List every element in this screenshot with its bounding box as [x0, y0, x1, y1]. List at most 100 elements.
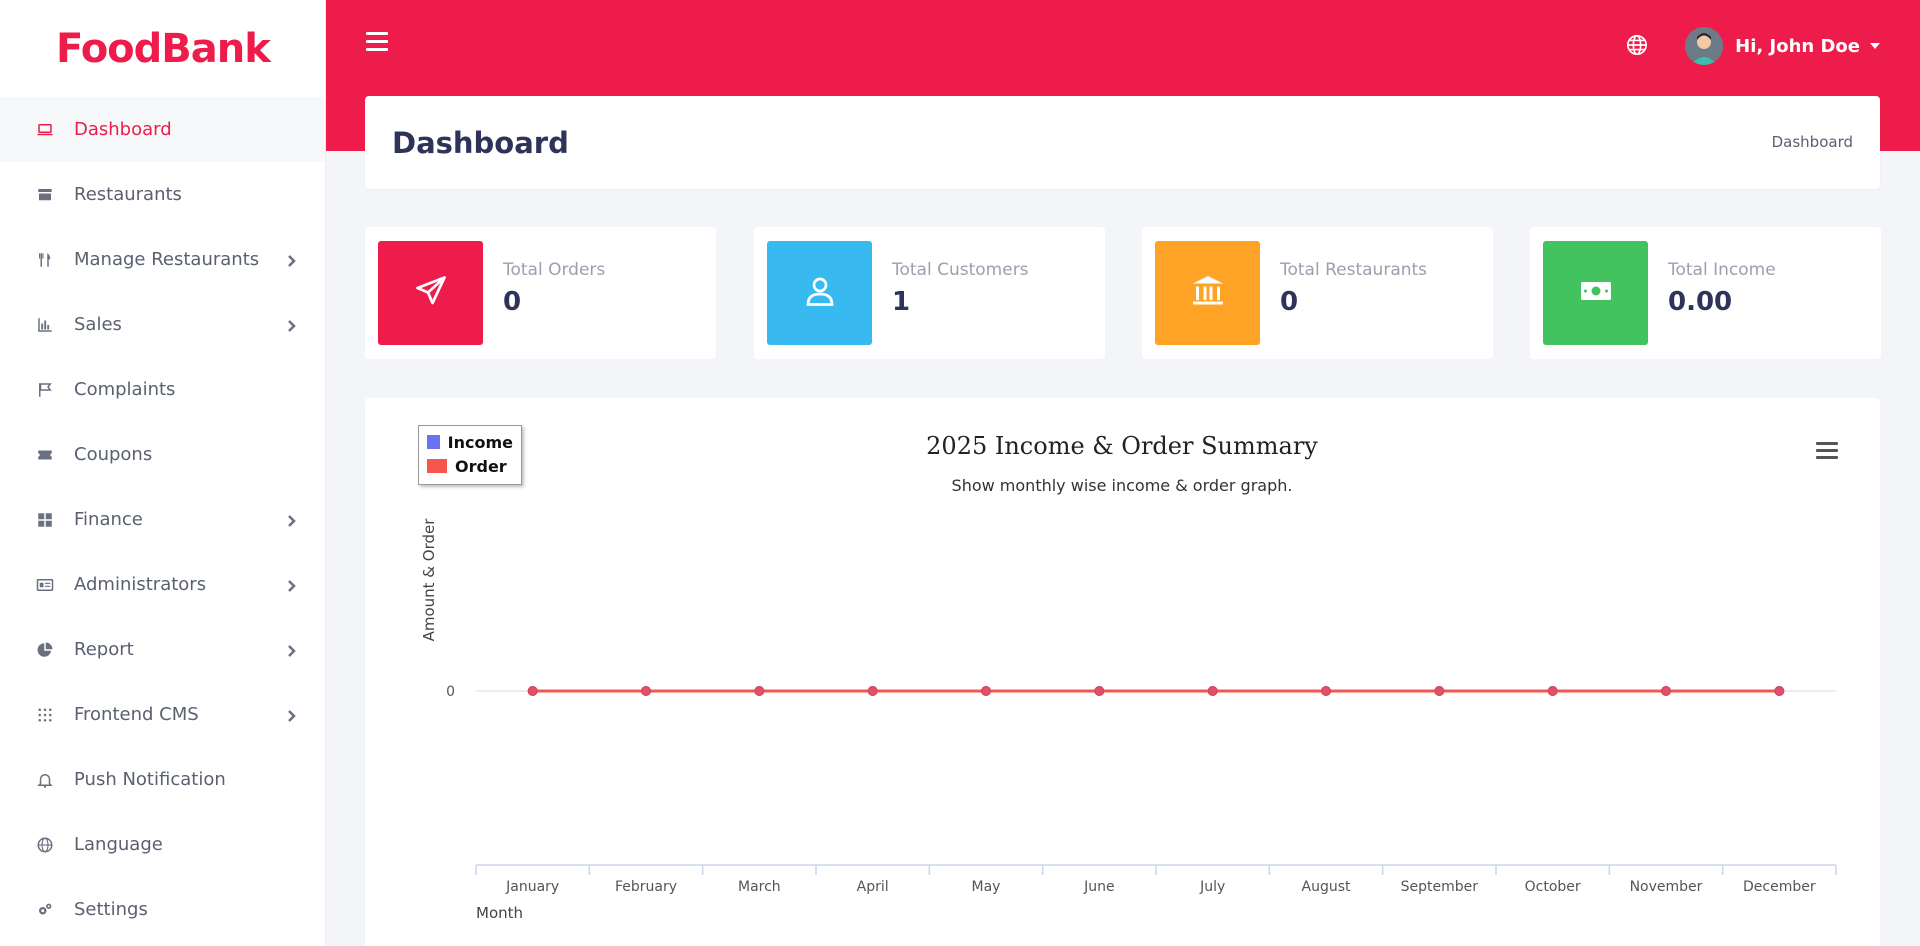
id-card-icon	[34, 574, 56, 596]
sidebar-item-complaints[interactable]: Complaints	[0, 357, 325, 422]
sidebar-item-label: Settings	[74, 899, 148, 920]
data-point-order[interactable]	[867, 686, 878, 696]
x-tick-label: January	[505, 879, 559, 895]
stat-label: Total Restaurants	[1280, 260, 1428, 280]
legend-item-order[interactable]: Order	[427, 454, 513, 478]
paper-plane-icon	[413, 273, 449, 313]
user-menu[interactable]: Hi, John Doe	[1685, 27, 1880, 65]
stat-icon-box	[1155, 241, 1260, 345]
sidebar-item-administrators[interactable]: Administrators	[0, 552, 325, 617]
chevron-right-icon	[285, 708, 299, 722]
bell-icon	[34, 769, 56, 791]
data-point-order[interactable]	[1661, 686, 1671, 696]
x-tick-label: October	[1525, 879, 1581, 895]
data-point-order[interactable]	[1207, 686, 1218, 696]
sidebar-item-restaurants[interactable]: Restaurants	[0, 162, 325, 227]
utensils-icon	[34, 249, 56, 271]
legend-label: Order	[455, 456, 507, 476]
data-point-order[interactable]	[1434, 686, 1445, 696]
x-tick-label: May	[972, 879, 1001, 895]
chevron-right-icon	[285, 578, 299, 592]
sidebar-item-finance[interactable]: Finance	[0, 487, 325, 552]
sidebar-item-label: Frontend CMS	[74, 704, 199, 725]
stat-icon-box	[1543, 241, 1648, 345]
chart-title: 2025 Income & Order Summary	[926, 432, 1318, 460]
sidebar-item-push-notification[interactable]: Push Notification	[0, 747, 325, 812]
data-point-order[interactable]	[754, 686, 765, 696]
sidebar-item-language[interactable]: Language	[0, 812, 325, 877]
grid-icon	[34, 509, 56, 531]
sidebar-item-label: Administrators	[74, 574, 207, 595]
chart-subtitle: Show monthly wise income & order graph.	[952, 476, 1293, 495]
chevron-right-icon	[285, 253, 299, 267]
x-tick-label: November	[1630, 879, 1703, 895]
sidebar: FoodBank Dashboard Restaurants Manage Rest…	[0, 0, 326, 946]
sidebar-item-label: Manage Restaurants	[74, 249, 260, 270]
breadcrumb[interactable]: Dashboard	[1771, 133, 1853, 151]
stat-icon-box	[767, 241, 872, 345]
stat-value: 0.00	[1668, 287, 1733, 317]
legend-swatch	[427, 459, 447, 473]
stat-card-total-restaurants: Total Restaurants 0	[1142, 227, 1493, 359]
x-tick-label: September	[1401, 879, 1479, 895]
x-tick-label: December	[1743, 879, 1816, 895]
data-point-order[interactable]	[1547, 686, 1558, 696]
x-tick-label: August	[1302, 879, 1352, 895]
sidebar-item-dashboard[interactable]: Dashboard	[0, 97, 325, 162]
logo[interactable]: FoodBank	[0, 0, 325, 97]
x-tick-label: March	[738, 879, 781, 895]
chevron-right-icon	[285, 318, 299, 332]
plot-area: 0 January February March April May June July Aug…	[446, 684, 1837, 895]
sidebar-item-coupons[interactable]: Coupons	[0, 422, 325, 487]
caret-down-icon	[1870, 43, 1880, 49]
sidebar-item-report[interactable]: Report	[0, 617, 325, 682]
stat-label: Total Orders	[503, 260, 606, 280]
stat-value: 0	[503, 287, 522, 317]
data-point-order[interactable]	[1774, 686, 1785, 696]
page-title: Dashboard	[392, 126, 569, 160]
user-icon	[802, 273, 838, 313]
stat-card-total-income: Total Income 0.00	[1530, 227, 1881, 359]
chevron-right-icon	[285, 513, 299, 527]
sidebar-item-settings[interactable]: Settings	[0, 877, 325, 942]
flag-icon	[34, 379, 56, 401]
x-tick-label: June	[1083, 879, 1115, 895]
legend-item-income[interactable]: Income	[427, 430, 513, 454]
chart-legend: Income Order	[418, 425, 522, 485]
stat-value: 0	[1280, 287, 1299, 317]
data-point-order[interactable]	[527, 686, 538, 696]
sidebar-item-frontend-cms[interactable]: Frontend CMS	[0, 682, 325, 747]
legend-swatch	[427, 435, 440, 449]
stat-label: Total Income	[1668, 260, 1776, 280]
logo-text: FoodBank	[56, 25, 271, 72]
chart-options-menu-icon[interactable]	[1816, 442, 1840, 462]
sidebar-item-label: Language	[74, 834, 163, 855]
sidebar-item-manage-restaurants[interactable]: Manage Restaurants	[0, 227, 325, 292]
sidebar-nav: Dashboard Restaurants Manage Restaurants Sa…	[0, 97, 325, 942]
page-header-card: Dashboard Dashboard	[365, 96, 1880, 189]
sidebar-item-label: Dashboard	[74, 119, 172, 140]
income-order-chart-card: 2025 Income & Order Summary Show monthly…	[365, 398, 1880, 946]
money-icon	[1578, 273, 1614, 313]
sidebar-item-label: Finance	[74, 509, 143, 530]
data-point-order[interactable]	[981, 686, 991, 696]
sidebar-item-label: Restaurants	[74, 184, 182, 205]
x-tick-label: July	[1199, 879, 1225, 895]
avatar	[1685, 27, 1724, 65]
stat-label: Total Customers	[892, 260, 1029, 280]
language-globe-icon[interactable]	[1626, 34, 1648, 56]
data-point-order[interactable]	[641, 686, 651, 696]
bank-icon	[1190, 273, 1226, 313]
sidebar-item-sales[interactable]: Sales	[0, 292, 325, 357]
bar-chart-icon	[34, 314, 56, 336]
y-axis-label: Amount & Order	[420, 518, 438, 642]
data-point-order[interactable]	[1321, 686, 1331, 696]
sidebar-item-label: Sales	[74, 314, 122, 335]
legend-label: Income	[447, 432, 513, 452]
store-icon	[34, 184, 56, 206]
data-point-order[interactable]	[1094, 686, 1105, 696]
chevron-right-icon	[285, 643, 299, 657]
stat-icon-box	[378, 241, 483, 345]
stat-card-total-orders: Total Orders 0	[365, 227, 716, 359]
hamburger-menu-icon[interactable]	[366, 32, 390, 54]
